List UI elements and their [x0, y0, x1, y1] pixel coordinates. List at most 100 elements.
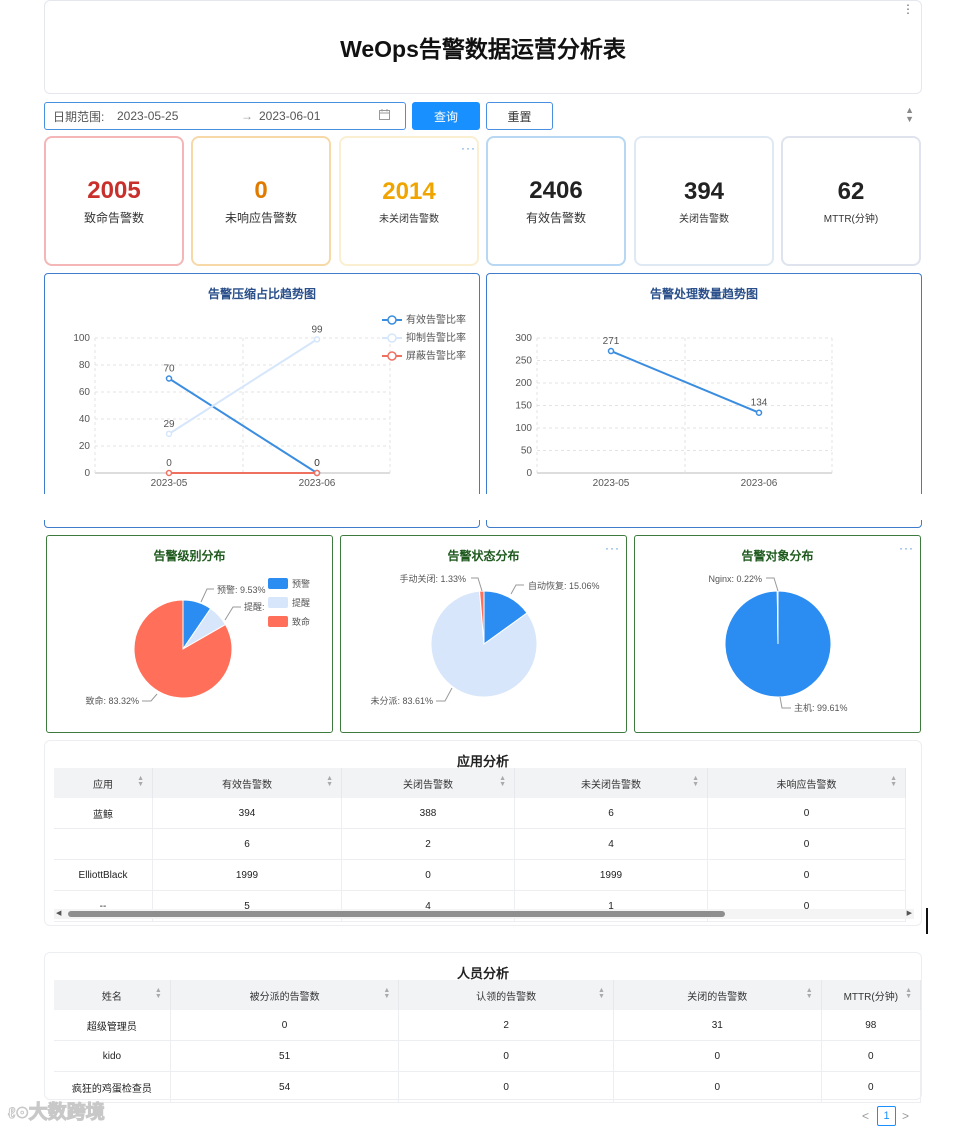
more-options-icon[interactable]: ···: [461, 141, 476, 155]
table-row: 超级管理员 0 2 31 98: [54, 1010, 922, 1041]
data-label: 134: [751, 398, 768, 409]
scroll-stepper-icon[interactable]: ▲ ▼: [905, 105, 914, 124]
y-tick-label: 40: [79, 414, 91, 425]
kpi-label: 未关闭告警数: [379, 214, 439, 225]
column-header[interactable]: 未响应告警数 ▲ ▼: [707, 768, 906, 798]
kpi-value: 2406: [529, 177, 583, 204]
sort-icon[interactable]: ▲ ▼: [154, 987, 162, 1000]
render-gap: [0, 494, 966, 520]
table-row: ElliottBlack 1999 0 1999 0: [54, 859, 906, 891]
y-tick-label: 0: [84, 468, 90, 479]
reset-button[interactable]: 重置: [486, 102, 553, 130]
column-header[interactable]: 姓名 ▲ ▼: [54, 980, 171, 1010]
column-header[interactable]: 未关闭告警数 ▲ ▼: [514, 768, 708, 798]
column-header[interactable]: 关闭告警数 ▲ ▼: [341, 768, 515, 798]
column-header-label: 应用: [93, 779, 113, 791]
column-header-label: 姓名: [101, 991, 122, 1003]
people-analysis-table: 姓名 ▲ ▼ 被分派的告警数 ▲ ▼ 认领的告警数 ▲ ▼ 关闭的告警数 ▲ ▼ MTTR(分钟) ▲ ▼ 超…: [54, 980, 922, 1103]
query-button[interactable]: 查询: [412, 102, 480, 130]
kpi-label: MTTR(分钟): [823, 214, 879, 225]
status-distribution-panel: 告警状态分布 ··· 自动恢复: 15.06% 手动关闭: 1.33% 未分派: 8…: [340, 535, 627, 733]
column-header[interactable]: 认领的告警数 ▲ ▼: [398, 980, 614, 1010]
table-header-row: 姓名 ▲ ▼ 被分派的告警数 ▲ ▼ 认领的告警数 ▲ ▼ 关闭的告警数 ▲ ▼ MTTR(分钟) ▲ ▼: [54, 980, 922, 1010]
table-cell: 0: [613, 1040, 822, 1072]
y-tick-label: 20: [79, 441, 91, 452]
scroll-left-icon[interactable]: ◀: [56, 910, 62, 917]
app-analysis-table: 应用 ▲ ▼ 有效告警数 ▲ ▼ 关闭告警数 ▲ ▼ 未关闭告警数 ▲ ▼ 未响应告警数 ▲ ▼ 蓝鲸 394 3…: [54, 768, 906, 922]
handling-chart-title: 告警处理数量趋势图: [649, 287, 758, 301]
kpi-value: 0: [254, 177, 268, 204]
pie-label: 预警: 9.53%: [217, 584, 266, 595]
sort-icon[interactable]: ▲ ▼: [905, 987, 912, 1000]
data-label: 99: [311, 324, 323, 335]
more-options-icon[interactable]: ···: [605, 541, 620, 555]
calendar-icon[interactable]: [379, 109, 390, 123]
date-range-picker[interactable]: 日期范围: 2023-05-25 → 2023-06-01: [44, 102, 406, 130]
column-header-label: 未响应告警数: [776, 779, 837, 791]
sort-icon[interactable]: ▲ ▼: [326, 775, 333, 788]
column-header[interactable]: 被分派的告警数 ▲ ▼: [170, 980, 400, 1010]
column-header-label: 未关闭告警数: [581, 779, 641, 791]
pagination-prev[interactable]: <: [862, 1109, 870, 1123]
pagination-page-1[interactable]: 1: [877, 1106, 896, 1126]
scrollbar-thumb[interactable]: [68, 911, 725, 917]
table-cell: 4: [514, 828, 708, 860]
column-header[interactable]: 关闭的告警数 ▲ ▼: [613, 980, 822, 1010]
column-header[interactable]: 应用 ▲ ▼: [54, 768, 153, 798]
table-cell: 6: [514, 798, 708, 829]
data-label: 29: [163, 419, 175, 430]
app-analysis-card: 应用分析 应用 ▲ ▼ 有效告警数 ▲ ▼ 关闭告警数 ▲ ▼ 未关闭告警数 ▲ ▼ 未响应告警数 ▲ ▼ 蓝…: [44, 740, 922, 926]
y-tick-label: 60: [79, 387, 91, 398]
column-header[interactable]: 有效告警数 ▲ ▼: [152, 768, 342, 798]
object-pie-chart: Nginx: 0.22% 主机: 99.61%: [708, 574, 847, 713]
handling-trend-panel: 告警处理数量趋势图 0 50 100 150 200 250 300 2023-05 2023-…: [486, 273, 922, 528]
x-tick-label: 2023-06: [299, 478, 336, 489]
sort-icon[interactable]: ▲ ▼: [383, 987, 391, 1000]
column-header-label: 关闭告警数: [403, 779, 453, 791]
more-options-icon[interactable]: ⋮: [902, 2, 914, 16]
table-row: 疯狂的鸡蛋检查员 54 0 0 0: [54, 1071, 922, 1103]
sort-icon[interactable]: ▲ ▼: [499, 775, 506, 788]
object-distribution-panel: 告警对象分布 ··· Nginx: 0.22% 主机: 99.61%: [634, 535, 921, 733]
sort-icon[interactable]: ▲ ▼: [137, 775, 144, 788]
table-cell: 31: [613, 1010, 822, 1041]
kpi-value: 2005: [87, 177, 141, 204]
kpi-value: 2014: [382, 178, 436, 205]
data-point: [607, 347, 615, 355]
scroll-right-icon[interactable]: ▶: [906, 910, 912, 917]
horizontal-scrollbar[interactable]: ◀ ▶: [54, 909, 914, 919]
kpi-label: 致命告警数: [83, 211, 144, 225]
column-header[interactable]: MTTR(分钟) ▲ ▼: [821, 980, 922, 1010]
table-row: 蓝鲸 394 388 6 0: [54, 798, 906, 829]
series-line: [168, 338, 318, 435]
table-cell: 0: [707, 859, 906, 891]
sort-icon[interactable]: ▲ ▼: [890, 775, 897, 788]
start-date-input[interactable]: 2023-05-25: [117, 109, 179, 123]
pie-label: 提醒:: [244, 602, 265, 612]
page-title: WeOps告警数据运营分析表: [340, 36, 626, 62]
table-cell: 0: [398, 1071, 614, 1103]
table-cell: [54, 828, 153, 860]
sort-icon[interactable]: ▲ ▼: [692, 775, 699, 788]
level-pie-title: 告警级别分布: [153, 549, 226, 563]
pagination-next[interactable]: >: [902, 1109, 910, 1123]
y-tick-label: 80: [79, 360, 91, 371]
x-tick-label: 2023-05: [151, 478, 188, 489]
more-options-icon[interactable]: ···: [899, 541, 914, 555]
table-cell: 54: [170, 1071, 400, 1103]
watermark-text: 大数跨境: [28, 1102, 105, 1124]
sort-icon[interactable]: ▲ ▼: [597, 987, 605, 1000]
pie-slice: [133, 599, 233, 699]
table-cell: 98: [821, 1010, 922, 1041]
range-arrow-icon: →: [241, 109, 253, 123]
table-cell: 蓝鲸: [54, 798, 153, 829]
sort-icon[interactable]: ▲ ▼: [805, 987, 813, 1000]
end-date-input[interactable]: 2023-06-01: [259, 109, 321, 123]
legend-marker: [387, 333, 397, 343]
legend-label: 提醒: [292, 598, 310, 608]
data-label: 271: [603, 336, 620, 347]
table-cell: kido: [54, 1040, 171, 1072]
data-point: [313, 336, 321, 343]
table-cell: 1999: [152, 859, 342, 891]
table-cell: 0: [398, 1040, 614, 1072]
